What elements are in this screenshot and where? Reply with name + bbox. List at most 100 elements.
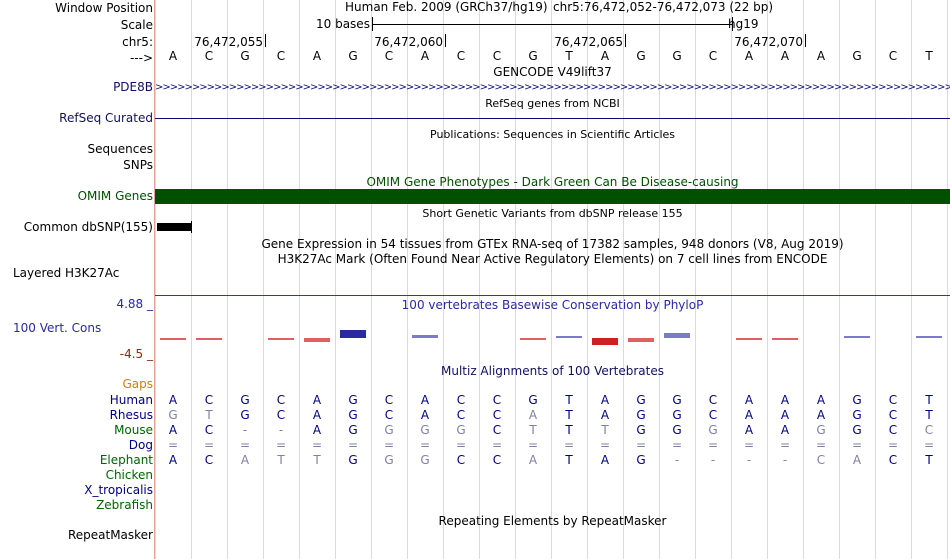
- cons-label[interactable]: 100 Vert. Cons: [13, 321, 102, 335]
- alignment-base: -: [782, 453, 788, 467]
- alignment-base: C: [888, 408, 898, 422]
- alignment-base: C: [204, 393, 214, 407]
- grid-line: [299, 0, 300, 559]
- omim-feature-bar[interactable]: [155, 189, 950, 204]
- alignment-base: T: [565, 423, 573, 437]
- refseq-title: RefSeq genes from NCBI: [485, 97, 620, 110]
- h3k27ac-title: H3K27Ac Mark (Often Found Near Active Re…: [277, 252, 828, 266]
- sequence-base: T: [925, 49, 933, 63]
- alignment-base: C: [708, 393, 718, 407]
- sequence-base: T: [565, 49, 573, 63]
- track-image-panel[interactable]: Human Feb. 2009 (GRCh37/hg19) chr5:76,47…: [155, 0, 950, 559]
- cons-min-label: -4.5 _: [119, 347, 153, 361]
- alignment-base: C: [492, 453, 502, 467]
- dbsnp-label[interactable]: Common dbSNP(155): [23, 220, 153, 234]
- alignment-base: G: [636, 408, 646, 422]
- alignment-base: A: [528, 453, 538, 467]
- scale-db: hg19: [728, 17, 759, 31]
- sequence-base: G: [672, 49, 682, 63]
- ruler-tick: [805, 34, 806, 47]
- alignment-base: A: [744, 423, 754, 437]
- conservation-mark: [736, 338, 762, 340]
- species-label[interactable]: X_tropicalis: [84, 483, 153, 497]
- alignment-base: A: [168, 393, 178, 407]
- alignment-base: A: [420, 408, 430, 422]
- gaps-label: Gaps: [122, 377, 153, 391]
- species-label[interactable]: Elephant: [99, 453, 153, 467]
- conservation-mark: [916, 336, 942, 338]
- grid-line: [371, 0, 372, 559]
- dbsnp-feature-cap: [191, 221, 192, 233]
- alignment-base: C: [492, 408, 502, 422]
- species-label[interactable]: Mouse: [114, 423, 153, 437]
- alignment-base: A: [600, 393, 610, 407]
- refseq-label[interactable]: RefSeq Curated: [59, 111, 153, 125]
- alignment-base: T: [925, 393, 933, 407]
- species-label[interactable]: Human: [109, 393, 153, 407]
- alignment-base: G: [816, 423, 826, 437]
- alignment-base: C: [456, 393, 466, 407]
- sequence-base: G: [348, 49, 358, 63]
- scale-bar-right-cap: [732, 17, 733, 31]
- alignment-base: A: [780, 393, 790, 407]
- alignment-base: C: [492, 423, 502, 437]
- scale-bar: [372, 24, 732, 25]
- alignment-base: =: [311, 438, 323, 452]
- alignment-base: T: [925, 453, 933, 467]
- h3k27ac-label[interactable]: Layered H3K27Ac: [13, 266, 120, 280]
- species-label[interactable]: Chicken: [105, 468, 153, 482]
- sequence-base: A: [816, 49, 826, 63]
- grid-line: [911, 0, 912, 559]
- alignment-base: C: [456, 453, 466, 467]
- conservation-mark: [412, 334, 438, 338]
- sequence-base: A: [780, 49, 790, 63]
- repeatmasker-label[interactable]: RepeatMasker: [67, 528, 153, 542]
- scale-label: Scale: [120, 18, 153, 32]
- grid-line: [875, 0, 876, 559]
- alignment-base: G: [240, 408, 250, 422]
- h3k27ac-baseline: [155, 295, 950, 296]
- omim-label[interactable]: OMIM Genes: [77, 189, 153, 203]
- alignment-base: G: [636, 453, 646, 467]
- alignment-base: C: [708, 408, 718, 422]
- sequences-label[interactable]: Sequences: [87, 142, 153, 156]
- snps-label[interactable]: SNPs: [123, 158, 153, 172]
- gencode-gene-label[interactable]: PDE8B: [113, 80, 153, 94]
- alignment-base: G: [384, 423, 394, 437]
- alignment-base: C: [384, 393, 394, 407]
- alignment-base: =: [491, 438, 503, 452]
- alignment-base: C: [276, 408, 286, 422]
- alignment-base: =: [815, 438, 827, 452]
- alignment-base: =: [599, 438, 611, 452]
- alignment-base: T: [565, 393, 573, 407]
- alignment-base: A: [168, 453, 178, 467]
- grid-line: [947, 0, 948, 559]
- sequence-base: C: [384, 49, 394, 63]
- sequence-base: C: [888, 49, 898, 63]
- alignment-base: A: [420, 393, 430, 407]
- grid-line: [767, 0, 768, 559]
- dbsnp-feature[interactable]: [157, 223, 191, 231]
- grid-line: [659, 0, 660, 559]
- species-label[interactable]: Zebrafish: [96, 498, 153, 512]
- species-label[interactable]: Dog: [128, 438, 153, 452]
- refseq-gene-line[interactable]: [155, 118, 950, 119]
- alignment-base: A: [780, 408, 790, 422]
- gencode-gene-feature[interactable]: >>>>>>>>>>>>>>>>>>>>>>>>>>>>>>>>>>>>>>>>…: [155, 82, 950, 93]
- grid-line: [335, 0, 336, 559]
- alignment-base: G: [708, 423, 718, 437]
- label-separator: [154, 0, 155, 559]
- sequence-base: A: [312, 49, 322, 63]
- alignment-base: A: [312, 423, 322, 437]
- conservation-mark: [196, 338, 222, 340]
- species-label[interactable]: Rhesus: [109, 408, 153, 422]
- sequence-base: G: [636, 49, 646, 63]
- scale-bar-left-cap: [372, 17, 373, 31]
- alignment-base: -: [242, 423, 248, 437]
- ruler-label: 76,472,065: [554, 35, 623, 49]
- alignment-base: G: [672, 423, 682, 437]
- grid-line: [191, 0, 192, 559]
- ruler-label: 76,472,055: [194, 35, 263, 49]
- alignment-base: A: [780, 423, 790, 437]
- alignment-base: G: [528, 393, 538, 407]
